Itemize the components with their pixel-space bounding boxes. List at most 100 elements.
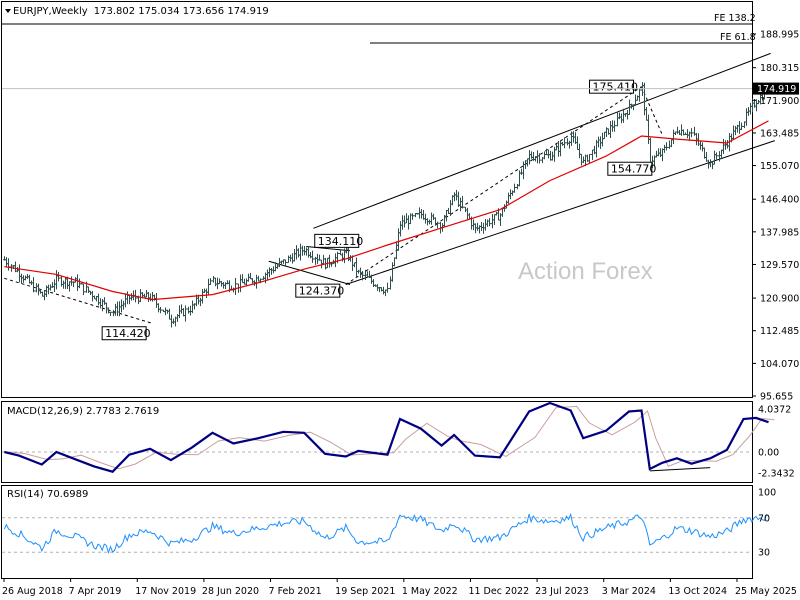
symbol-title: EURJPY,Weekly [13,6,88,17]
candle [309,252,312,259]
macd-line [4,401,769,473]
candle [199,297,202,307]
candle [622,108,625,123]
candle [705,151,708,162]
candle [249,272,252,280]
candle [5,257,8,267]
annotation-text: 175.410 [593,81,639,94]
candle [657,148,660,157]
candle [524,160,527,169]
candle [266,269,269,280]
candle [139,289,142,303]
candle [291,253,294,264]
y-axis-labels: 188.995 180.315 171.900 163.485 155.070 146.4… [2,30,799,559]
x-tick-label: 7 Feb 2021 [269,586,322,597]
candle [239,274,242,293]
candle [566,138,569,146]
candle [268,267,271,278]
candle [299,243,302,261]
channel-upper-line [313,52,771,229]
rsi-series [3,512,769,555]
candle [686,129,689,139]
candle [547,149,550,159]
annotation-box [295,283,341,298]
y-tick-label: 112.485 [760,326,799,337]
candle [361,271,364,281]
candle [511,190,514,196]
y-tick-label: 180.315 [760,63,799,74]
candle [62,280,65,289]
candle [745,108,748,126]
rsi-y-label: 30 [758,548,770,559]
candle [116,301,119,317]
candle [738,120,741,134]
candle [53,279,56,292]
candle [703,147,706,159]
annotation-text: 114.420 [105,327,150,340]
swing-dashed-line [345,86,642,285]
candle [726,139,729,149]
candle [353,262,356,268]
x-tick-label: 19 Sep 2021 [335,586,395,597]
macd-label: MACD(12,26,9) 2.7783 2.7619 [7,406,159,417]
candle [563,137,566,149]
candle [357,269,360,274]
candle [655,150,658,158]
y-tick-label: 146.400 [760,195,799,206]
candle [255,274,258,289]
last-price-tag [753,82,799,95]
fibonacci-levels: FE 138.2 FE 61.8 [2,13,756,44]
candle [14,261,17,273]
candle [157,303,160,313]
y-tick-label: 155.070 [760,161,799,172]
channel-lower-line [345,140,775,285]
candle [70,276,73,286]
candle [24,275,27,281]
candle [399,221,402,237]
candle [611,120,614,132]
candle [720,149,723,159]
candle [701,142,704,152]
candle [484,219,487,231]
candle [87,286,90,294]
x-tick-label: 7 Apr 2019 [69,586,122,597]
candle [109,311,112,317]
candle [436,221,439,229]
rsi-label: RSI(14) 70.6989 [7,489,88,500]
candle [561,141,564,146]
candle [445,210,448,222]
candle [570,131,573,146]
candle [7,258,10,271]
candle [740,122,743,131]
candle [597,136,600,148]
x-tick-label: 11 Dec 2022 [468,586,529,597]
candle [749,102,752,115]
macd-signal-line [10,405,775,470]
candle [287,255,290,264]
price-annotation: 175.410 [589,79,639,94]
candle [603,131,606,140]
x-tick-label: 13 Oct 2024 [668,586,727,597]
candle [234,277,237,296]
price-annotation: 154.770 [607,161,656,176]
candle [645,106,648,121]
candle [668,140,671,149]
candle [713,150,716,165]
candle [55,270,58,290]
candle [114,303,117,316]
candle [355,257,358,278]
macd-series [4,401,775,473]
collapse-arrow-icon[interactable] [5,9,11,13]
candle [711,161,714,170]
annotation-text: 124.370 [299,285,345,298]
candle [690,128,693,138]
y-tick-label: 95.655 [760,392,793,403]
candle [166,309,169,314]
candle [122,300,125,310]
candle [407,215,410,230]
y-tick-label: 129.570 [760,260,799,271]
candle [609,121,612,138]
annotation-box [589,79,635,94]
rsi-y-label: 70 [758,513,770,524]
candle [549,150,552,161]
